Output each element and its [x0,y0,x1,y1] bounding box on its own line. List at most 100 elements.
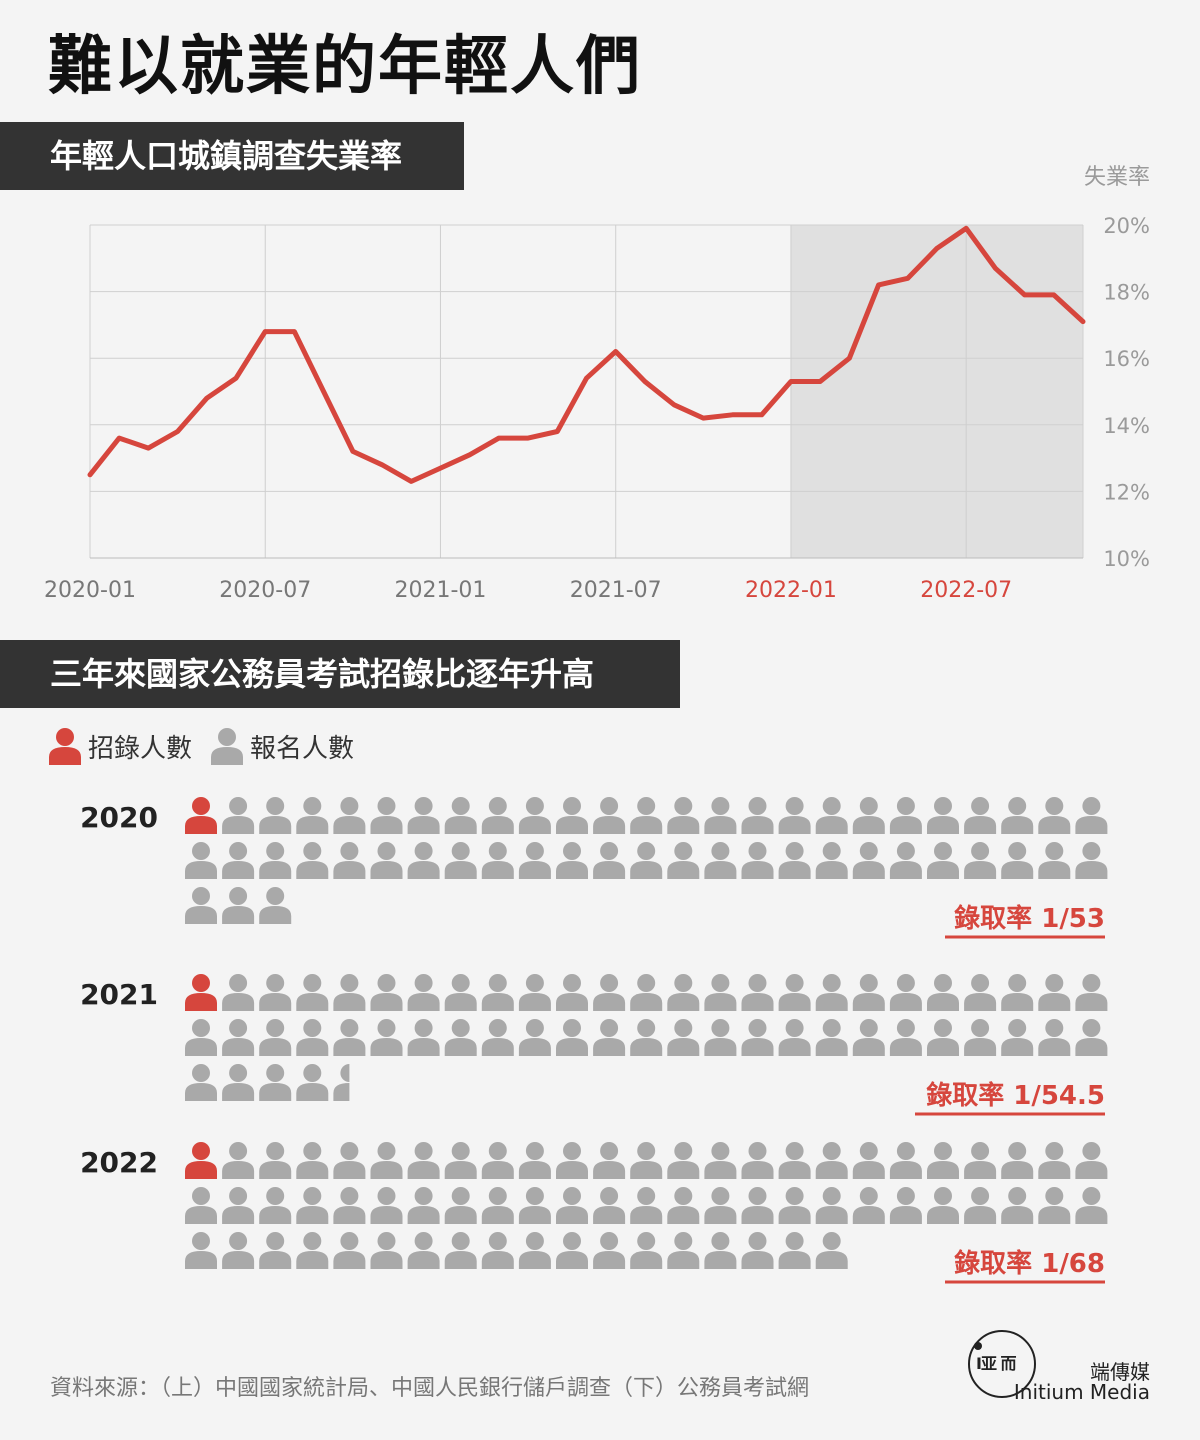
applicant-person-icon [370,797,403,834]
applicant-person-icon [222,1232,255,1269]
applicant-person-icon [741,1187,774,1224]
applicant-person-icon [333,1187,366,1224]
data-point [555,429,560,434]
applicant-person-icon [1075,974,1108,1011]
applicant-person-icon [556,1187,588,1224]
data-point [701,415,706,421]
applicant-person-icon [667,1019,700,1056]
person-icon [211,728,244,765]
year-label: 2020 [80,801,158,834]
data-point [233,375,239,381]
hired-person-icon [185,797,217,834]
applicant-person-icon [407,1142,440,1179]
applicant-person-icon [222,1187,255,1224]
applicant-person-icon [889,842,922,879]
applicant-person-icon [222,797,255,834]
applicant-person-icon [185,887,217,924]
applicant-person-icon [370,974,403,1011]
applicant-person-icon [852,797,885,834]
applicant-person-icon [778,1187,811,1224]
applicant-person-icon [852,842,885,879]
applicant-person-icon [444,1019,477,1056]
applicant-person-icon [778,1232,811,1269]
applicant-person-icon [518,797,551,834]
applicant-person-icon [1038,1142,1071,1179]
applicant-person-icon [370,842,403,879]
x-tick-label: 2020-01 [44,578,136,603]
applicant-person-icon [852,974,885,1011]
y-tick-label: 18% [1103,281,1150,305]
applicant-person-icon [593,1187,626,1224]
applicant-person-icon [259,1232,292,1269]
data-point [934,246,940,251]
applicant-person-icon [259,797,292,834]
applicant-person-icon [741,797,774,834]
applicant-person-icon [556,1019,588,1056]
data-point [1080,319,1086,324]
applicant-person-icon [964,974,997,1011]
initium-logo: I亚 而 [968,1330,1036,1398]
data-point [350,449,356,454]
y-tick-label: 12% [1103,480,1150,504]
applicant-person-icon [1075,1142,1108,1179]
applicant-person-icon [222,1142,255,1179]
legend-label-applicants: 報名人數 [250,733,355,764]
applicant-person-icon [185,1019,217,1056]
data-point [584,375,589,381]
applicant-person-icon [407,797,440,834]
applicant-person-icon [296,1187,329,1224]
applicant-person-icon [704,974,737,1011]
applicant-person-icon [704,1019,737,1056]
data-point [379,462,385,467]
applicant-person-icon [222,887,255,924]
data-point [87,472,93,477]
x-tick-label: 2022-07 [920,578,1012,603]
applicant-person-icon [370,1232,403,1269]
data-point [146,445,151,451]
applicant-person-icon [741,1019,774,1056]
applicant-person-icon [778,797,811,834]
y-tick-label: 10% [1103,547,1150,571]
applicant-person-icon [1038,974,1071,1011]
applicant-person-icon [481,974,514,1011]
applicant-person-icon [481,1187,514,1224]
data-point [409,479,414,484]
applicant-person-icon [741,974,774,1011]
applicant-person-icon [296,1232,329,1269]
applicant-person-icon [704,1187,737,1224]
applicant-person-icon [407,974,440,1011]
applicant-person-icon [889,1187,922,1224]
applicant-person-icon [815,1187,848,1224]
applicant-person-icon [370,1187,403,1224]
applicant-person-icon [407,1187,440,1224]
applicant-person-icon [1038,1019,1071,1056]
applicant-person-icon [1001,797,1034,834]
applicant-person-icon [889,797,922,834]
applicant-person-icon [667,1187,700,1224]
applicant-person-icon [667,1142,700,1179]
applicant-person-icon [444,842,477,879]
applicant-person-icon [185,842,217,879]
applicant-person-icon [593,1019,626,1056]
applicant-person-icon [778,1142,811,1179]
applicant-person-icon [778,842,811,879]
applicant-person-icon [964,1142,997,1179]
data-point [613,349,618,354]
applicant-person-icon [630,797,663,834]
x-tick-label: 2021-01 [395,578,487,603]
applicant-person-icon [630,842,663,879]
applicant-person-icon [667,1232,700,1269]
legend-item-hired: 招錄人數 [48,727,192,765]
brand-name-en: Initium Media [1013,1380,1150,1404]
applicant-person-icon [370,1019,403,1056]
applicant-person-icon [1001,1187,1034,1224]
applicant-person-icon [964,1187,997,1224]
legend-label-hired: 招錄人數 [88,733,193,764]
applicant-person-icon [481,797,514,834]
applicant-person-icon [593,974,626,1011]
applicant-person-icon [1075,797,1108,834]
applicant-person-icon [778,974,811,1011]
applicant-person-icon [518,842,551,879]
applicant-person-icon [222,1064,255,1101]
applicant-person-icon [852,1142,885,1179]
